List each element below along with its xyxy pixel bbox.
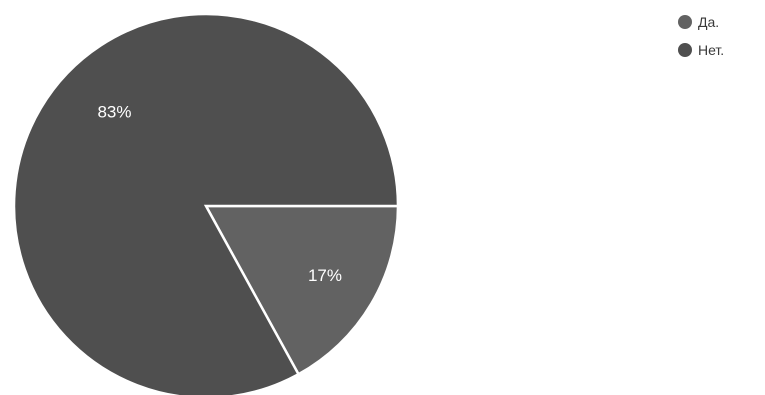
legend-label-net: Нет.	[698, 42, 725, 58]
legend-item-da[interactable]: Да.	[678, 12, 724, 32]
slice-label-da: 17%	[308, 266, 342, 285]
legend-item-net[interactable]: Нет.	[678, 40, 724, 60]
legend: Да. Нет.	[678, 12, 724, 60]
legend-label-da: Да.	[698, 14, 720, 30]
slice-da[interactable]	[203, 204, 400, 376]
slice-label-net: 83%	[97, 102, 131, 121]
pie-chart: 17% 83%	[12, 12, 400, 395]
legend-swatch-da	[678, 15, 692, 29]
legend-swatch-net	[678, 43, 692, 57]
slice-net[interactable]	[12, 12, 400, 395]
